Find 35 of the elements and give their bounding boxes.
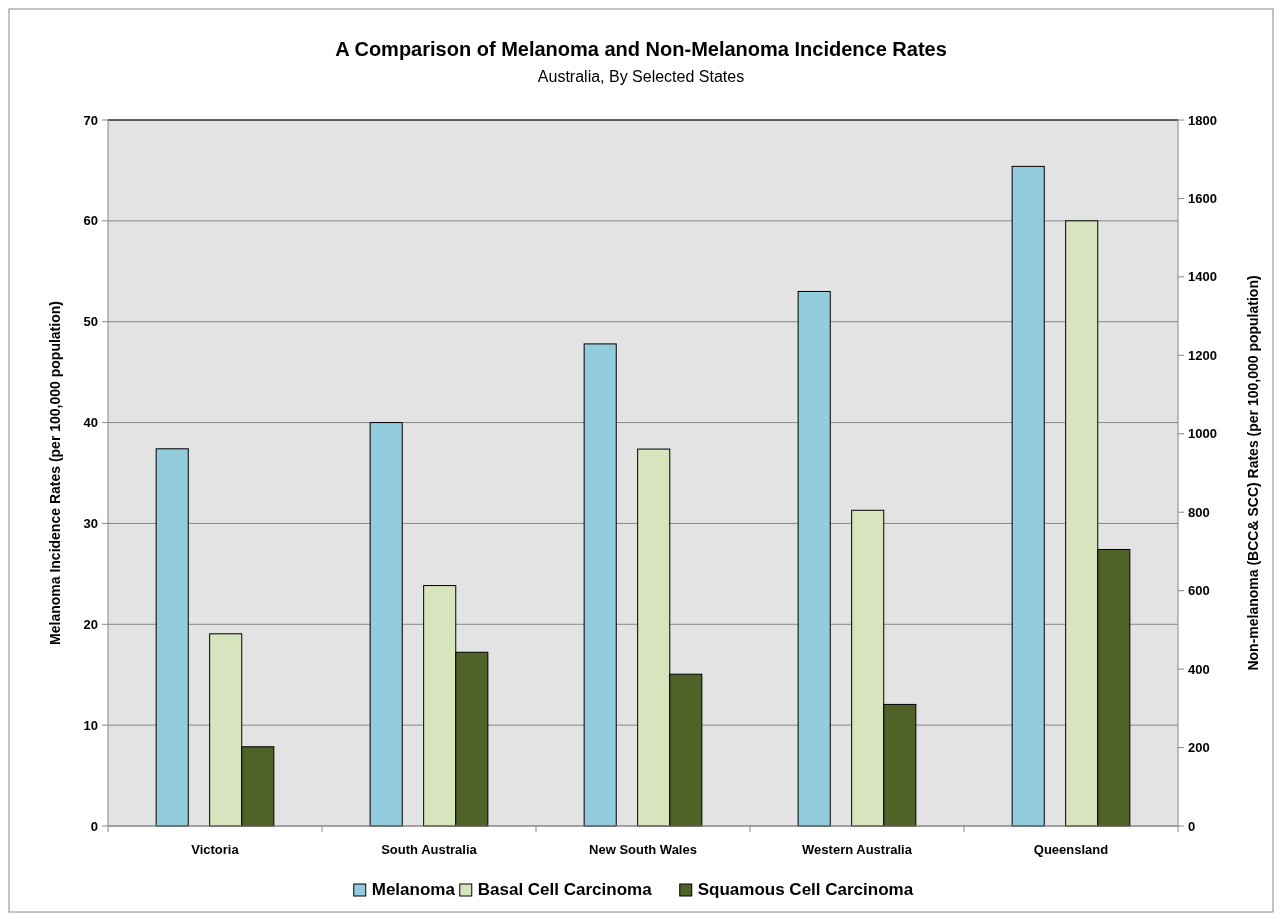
- x-tick-label: New South Wales: [589, 842, 697, 857]
- y-tick-label: 10: [83, 717, 98, 733]
- y2-axis-title: Non-melanoma (BCC& SCC) Rates (per 100,000 population): [1245, 275, 1261, 671]
- x-tick-label: Victoria: [191, 842, 240, 857]
- bar: [1011, 165, 1045, 827]
- y-tick-label: 70: [83, 112, 98, 128]
- x-tick-label: South Australia: [381, 842, 478, 857]
- y2-tick-label: 1400: [1188, 269, 1217, 285]
- legend-label: Squamous Cell Carcinoma: [697, 880, 914, 899]
- bar: [583, 343, 617, 827]
- legend-label: Basal Cell Carcinoma: [477, 880, 653, 899]
- chart-title: A Comparison of Melanoma and Non-Melanoma Incidence Rates: [335, 38, 947, 60]
- y-tick-label: 40: [83, 415, 98, 431]
- y2-tick-label: 1000: [1188, 426, 1217, 442]
- bar: [369, 422, 403, 827]
- y-tick-label: 60: [83, 213, 98, 229]
- y2-tick-label: 1200: [1188, 347, 1217, 363]
- y-tick-label: 0: [90, 818, 98, 834]
- y2-tick-label: 600: [1188, 583, 1210, 599]
- bar: [155, 448, 189, 827]
- y-tick-label: 50: [83, 314, 98, 330]
- y-axis-title: Melanoma Incidence Rates (per 100,000 population): [47, 301, 63, 645]
- bar: [797, 290, 831, 827]
- y2-tick-label: 400: [1188, 661, 1210, 677]
- y-tick-label: 20: [83, 616, 98, 632]
- y2-tick-label: 200: [1188, 740, 1210, 756]
- x-tick-label: Queensland: [1033, 842, 1109, 857]
- y2-tick-label: 1800: [1188, 112, 1217, 128]
- y2-tick-label: 0: [1188, 818, 1196, 834]
- y2-tick-label: 1600: [1188, 190, 1217, 206]
- y-tick-label: 30: [83, 515, 98, 531]
- x-tick-label: Western Australia: [802, 842, 913, 857]
- y2-tick-label: 800: [1188, 504, 1210, 520]
- chart-subtitle: Australia, By Selected States: [537, 68, 745, 85]
- legend-label: Melanoma: [371, 880, 456, 899]
